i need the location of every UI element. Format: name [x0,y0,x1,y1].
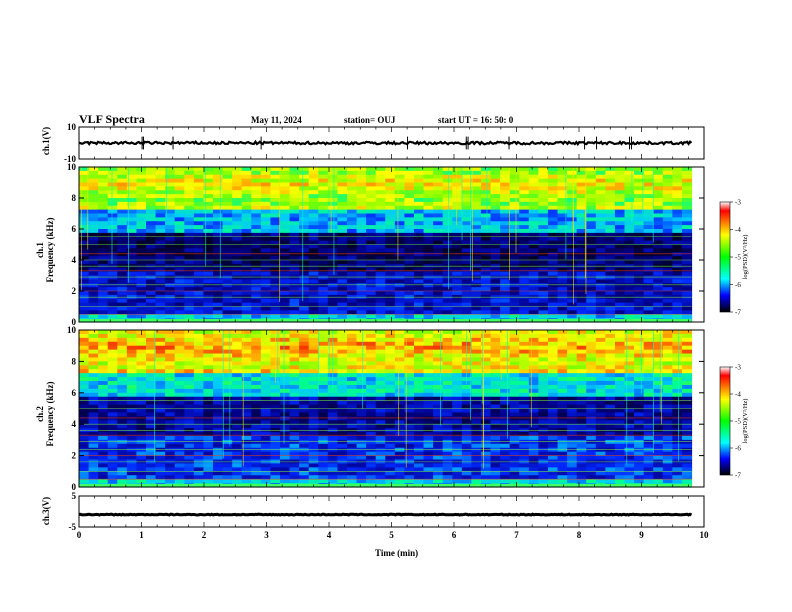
x-tick-label: 8 [577,530,582,540]
ch1-colorbar: -3 -4 -5 -6 -7 log(PSD)(V²/Hz) [719,199,749,317]
y-tick-label: 6 [72,224,77,234]
colorbar-gradient [719,366,731,476]
y-tick-label: 10 [67,122,77,132]
ch1-frequency-ylabel: ch.1 Frequency (kHz) [35,205,55,295]
y-tick-label: 10 [67,325,77,335]
x-tick-label: 1 [139,530,144,540]
colorbar-label: log(PSD)(V²/Hz) [742,399,749,444]
ch2-spectrogram-panel: 0 2 4 6 8 10 [67,325,705,492]
colorbar-label: log(PSD)(V²/Hz) [742,235,749,280]
y-tick-label: 4 [72,255,77,265]
spectrogram-cells [79,330,693,488]
colorbar-tick-label: -4 [735,391,741,399]
colorbar-gradient [719,201,731,313]
x-tick-label: 9 [639,530,644,540]
ch3-voltage-ylabel: ch.3(V) [41,496,51,526]
y-tick-label: 5 [72,491,77,501]
x-tick-label: 2 [202,530,207,540]
ch1-voltage-ylabel: ch.1(V) [41,126,51,156]
y-tick-label: 6 [72,388,77,398]
x-tick-label: 4 [327,530,332,540]
y-tick-label: 10 [67,162,77,172]
station-label: station= OUJ [344,115,396,125]
y-tick-label: 8 [72,193,77,203]
ch2-label: ch.2 [35,406,45,422]
x-tick-label: 0 [77,530,82,540]
ch2-colorbar: -3 -4 -5 -6 -7 log(PSD)(V²/Hz) [719,364,749,480]
y-tick-label: 2 [72,451,77,461]
colorbar-tick-label: -6 [735,445,741,453]
x-tick-label: 7 [514,530,519,540]
frequency-label: Frequency (kHz) [45,217,55,283]
figure-title: VLF Spectra [79,112,145,126]
frequency-label: Frequency (kHz) [45,381,55,447]
colorbar-tick-label: -5 [735,254,741,262]
ch3-waveform-panel: 5 -5 [69,491,705,532]
waveform-trace [78,139,693,147]
y-tick-label: 4 [72,419,77,429]
colorbar-tick-label: -7 [735,472,741,480]
start-time-label: start UT = 16: 50: 0 [438,115,514,125]
y-tick-label: -10 [64,154,76,164]
ch1-spectrogram-panel: 0 2 4 6 8 10 [67,162,705,327]
x-tick-label: 6 [452,530,457,540]
spectrogram-lines [79,167,692,322]
spectrogram-cells [79,167,693,323]
y-tick-label: 0 [72,317,77,327]
time-axis: 0 1 2 3 4 5 6 7 8 9 10 [77,530,709,540]
y-tick-label: 2 [72,286,77,296]
x-tick-label: 5 [389,530,394,540]
y-tick-label: -5 [69,522,77,532]
colorbar-tick-label: -3 [735,199,741,207]
colorbar-tick-label: -6 [735,281,741,289]
waveform-trace [78,512,693,517]
ch1-label: ch.1 [35,242,45,258]
ch1-waveform-panel: 10 -10 [64,122,705,164]
colorbar-tick-label: -5 [735,418,741,426]
colorbar-tick-label: -7 [735,309,741,317]
date-label: May 11, 2024 [251,115,302,125]
spectrogram-lines [79,330,692,487]
colorbar-tick-label: -3 [735,364,741,372]
ch2-frequency-ylabel: ch.2 Frequency (kHz) [35,369,55,459]
x-tick-label: 3 [264,530,269,540]
y-tick-label: 0 [72,482,77,492]
x-tick-label: 10 [700,530,710,540]
y-tick-label: 8 [72,356,77,366]
colorbar-tick-label: -4 [735,226,741,234]
x-axis-label: Time (min) [375,548,419,558]
